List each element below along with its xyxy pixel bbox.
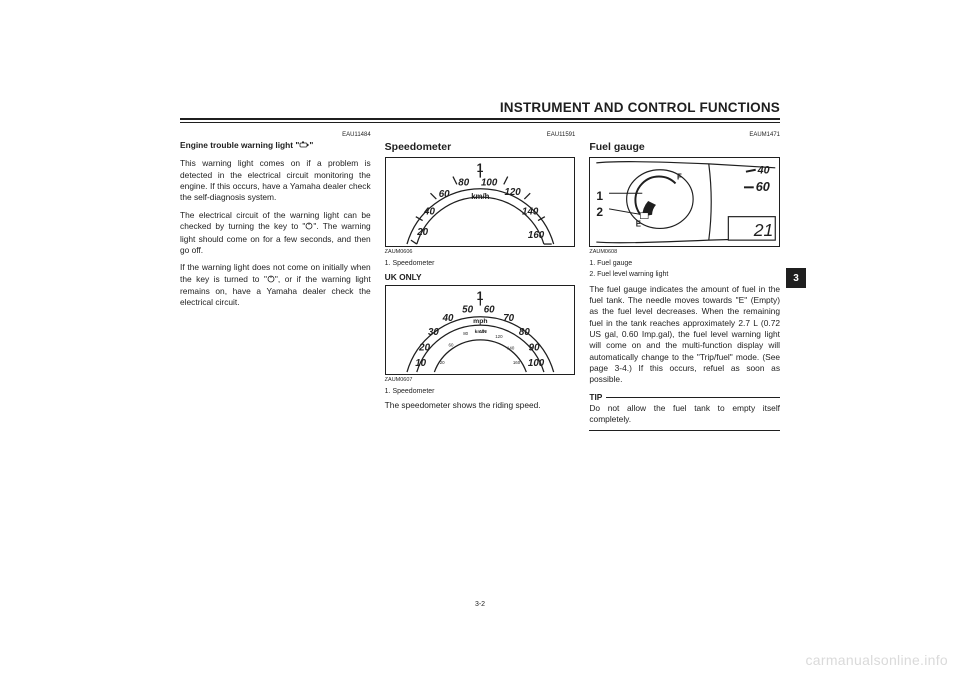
columns: EAU11484 Engine trouble warning light " "…: [180, 131, 780, 439]
svg-text:60: 60: [483, 305, 494, 316]
engine-icon: [299, 141, 309, 152]
tip-rule: [606, 397, 780, 398]
engine-warning-heading: Engine trouble warning light " ": [180, 140, 371, 152]
fig-ref: ZAUM0607: [385, 377, 576, 384]
page-number: 3-2: [180, 601, 780, 608]
tip-body: Do not allow the fuel tank to empty itse…: [589, 403, 780, 426]
callout-1: 1: [477, 288, 484, 304]
svg-text:120: 120: [504, 187, 521, 198]
fuel-gauge-figure: 1 2: [589, 157, 780, 247]
chapter-tab: 3: [786, 268, 806, 288]
svg-text:100: 100: [528, 359, 545, 370]
heading-prefix: Engine trouble warning light ": [180, 140, 299, 150]
svg-text:80: 80: [463, 331, 468, 336]
svg-text:km/h: km/h: [471, 192, 489, 201]
ref-code: EAU11484: [180, 131, 371, 139]
ref-code: EAU11591: [385, 131, 576, 139]
svg-text:160: 160: [513, 361, 521, 366]
svg-text:160: 160: [528, 230, 545, 241]
title-rule-thin: [180, 122, 780, 123]
svg-text:F: F: [677, 173, 682, 182]
svg-text:20: 20: [416, 228, 428, 239]
fig2-caption: 1. Speedometer: [385, 387, 576, 396]
svg-text:100: 100: [481, 178, 498, 189]
fuel-gauge-body: The fuel gauge indicates the amount of f…: [589, 284, 780, 386]
speedometer-kmh-figure: 1: [385, 157, 576, 247]
watermark: carmanualsonline.info: [806, 652, 949, 668]
svg-text:10: 10: [415, 359, 426, 370]
key-on-icon: [267, 275, 275, 286]
svg-text:90: 90: [528, 343, 539, 354]
svg-text:20: 20: [418, 343, 430, 354]
svg-text:21: 21: [753, 220, 774, 240]
callout-1: 1: [477, 160, 484, 176]
tip-end-rule: [589, 430, 780, 431]
svg-text:120: 120: [495, 334, 503, 339]
svg-text:100: 100: [479, 329, 487, 334]
svg-text:60: 60: [448, 343, 453, 348]
svg-text:mph: mph: [473, 319, 487, 326]
speedometer-body: The speedometer shows the riding speed.: [385, 400, 576, 411]
tip-heading: TIP: [589, 392, 780, 403]
ref-code: EAUM1471: [589, 131, 780, 139]
page-stage: INSTRUMENT AND CONTROL FUNCTIONS EAU1148…: [0, 0, 960, 678]
svg-text:40: 40: [423, 207, 435, 218]
speedometer-title: Speedometer: [385, 140, 576, 154]
col-2: EAU11591 Speedometer 1: [385, 131, 576, 439]
manual-page: INSTRUMENT AND CONTROL FUNCTIONS EAU1148…: [180, 100, 780, 590]
svg-text:20: 20: [439, 361, 444, 366]
fig1-caption: 1. Speedometer: [385, 259, 576, 268]
svg-text:50: 50: [462, 305, 473, 316]
col-3: EAUM1471 Fuel gauge 1 2: [589, 131, 780, 439]
col-1: EAU11484 Engine trouble warning light " "…: [180, 131, 371, 439]
svg-text:140: 140: [522, 207, 539, 218]
heading-suffix: ": [309, 140, 313, 150]
fig3-caption1: 1. Fuel gauge: [589, 259, 780, 268]
uk-only-label: UK ONLY: [385, 272, 576, 283]
callout-1: 1: [596, 188, 603, 204]
svg-text:40: 40: [757, 165, 770, 177]
svg-text:60: 60: [756, 180, 770, 195]
speedometer-mph-figure: 1 10 20 30 40 50: [385, 285, 576, 375]
tip-label: TIP: [589, 392, 602, 403]
fig3-caption2: 2. Fuel level warning light: [589, 270, 780, 279]
svg-text:E: E: [636, 220, 641, 229]
col1-p1: This warning light comes on if a problem…: [180, 158, 371, 203]
svg-text:60: 60: [438, 189, 449, 200]
title-rule-strong: [180, 118, 780, 120]
svg-text:30: 30: [428, 327, 439, 338]
col1-p2: The electrical circuit of the warning li…: [180, 210, 371, 256]
callout-2: 2: [596, 204, 603, 220]
fuel-gauge-svg: F E 40 60: [590, 158, 779, 246]
svg-text:140: 140: [507, 346, 515, 351]
fig-ref: ZAUM0608: [589, 249, 780, 256]
svg-text:80: 80: [519, 327, 530, 338]
fig-ref: ZAUM0606: [385, 249, 576, 256]
svg-text:70: 70: [503, 314, 514, 325]
col1-p3: If the warning light does not come on in…: [180, 262, 371, 308]
svg-text:80: 80: [458, 178, 469, 189]
fuel-gauge-title: Fuel gauge: [589, 140, 780, 154]
doc-title: INSTRUMENT AND CONTROL FUNCTIONS: [180, 100, 780, 115]
svg-text:40: 40: [441, 314, 453, 325]
